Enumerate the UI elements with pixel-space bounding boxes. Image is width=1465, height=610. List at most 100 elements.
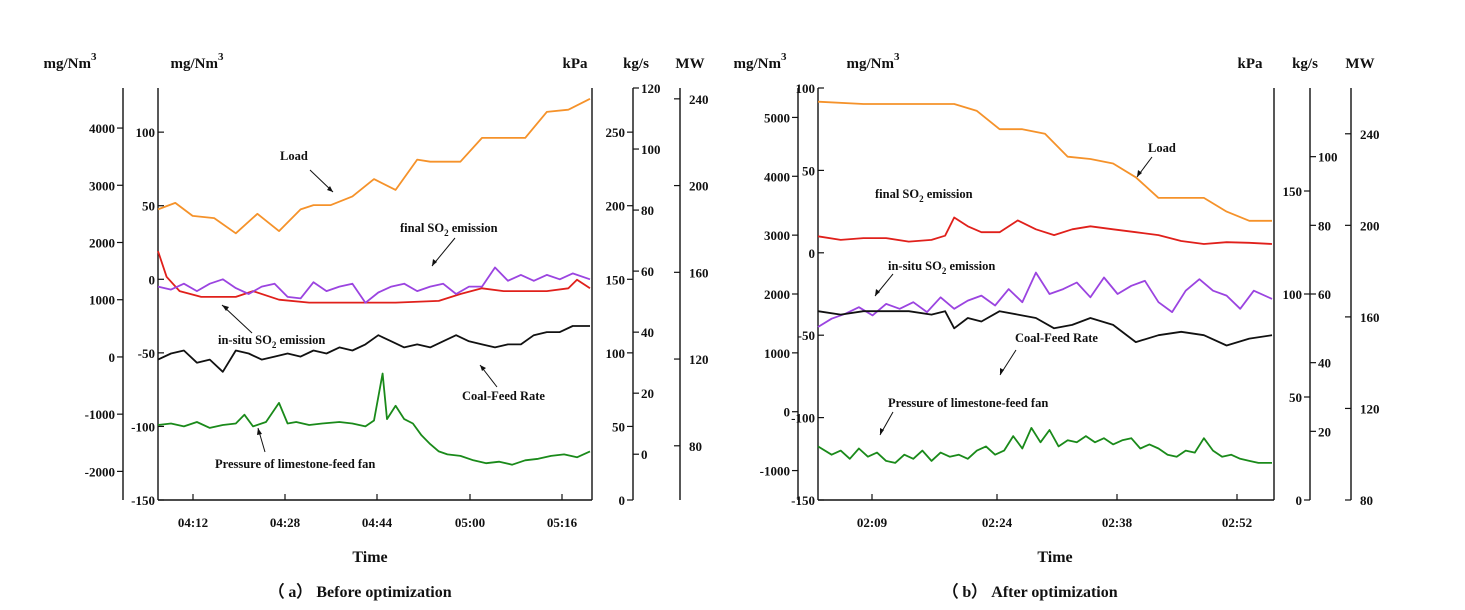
y-tick-label-a4: 0	[641, 447, 648, 462]
panel-a-annotations: Load final SO2 emission in-situ SO2 emis…	[215, 149, 545, 471]
label-coal-feed: Coal-Feed Rate	[462, 389, 545, 403]
y-tick-label-b3: 100	[1283, 287, 1303, 302]
y-tick-label-b5: 240	[1360, 127, 1380, 142]
y-tick-label-a4: 20	[641, 386, 654, 401]
label-final-so2: final SO2 emission	[400, 221, 498, 238]
arrowhead-insitu-so2	[222, 305, 229, 311]
y-tick-label-a2: 50	[142, 199, 155, 214]
y-axis-unit-b5: MW	[1345, 56, 1374, 72]
y-tick-label-b1: 0	[784, 405, 791, 420]
series-line-limestone-fan	[817, 426, 1272, 464]
panel-a-caption: （ a） Before optimization	[268, 583, 451, 601]
y-tick-label-a1: -2000	[85, 464, 115, 479]
label-insitu-so2: in-situ SO2 emission	[888, 259, 995, 276]
arrowhead-load	[327, 186, 333, 192]
y-tick-label-b5: 200	[1360, 218, 1380, 233]
y-tick-label-b2: -50	[798, 328, 815, 343]
y-tick-label-b5: 120	[1360, 401, 1380, 416]
y-tick-label-b1: -1000	[760, 464, 790, 479]
y-tick-label-b4: 40	[1318, 356, 1331, 371]
series-line-load	[817, 100, 1272, 222]
series-line-insitu-so2	[817, 271, 1273, 328]
y-tick-label-a4: 80	[641, 203, 654, 218]
label-load: Load	[280, 149, 308, 163]
y-axis-unit-a2: mg/Nm3	[171, 51, 225, 72]
y-tick-label-a3: 50	[612, 419, 625, 434]
y-tick-label-a5: 240	[689, 92, 709, 107]
y-tick-label-b4: 60	[1318, 287, 1331, 302]
label-coal-feed: Coal-Feed Rate	[1015, 331, 1098, 345]
x-tick-label: 02:52	[1222, 515, 1252, 530]
label-insitu-so2: in-situ SO2 emission	[218, 333, 325, 350]
y-tick-label-a5: 120	[689, 352, 709, 367]
x-tick-label: 05:16	[547, 515, 578, 530]
y-tick-label-a3: 150	[606, 272, 626, 287]
arrowhead-limestone-fan	[257, 428, 262, 435]
y-tick-label-b4: 80	[1318, 218, 1331, 233]
arrowhead-insitu-so2	[875, 289, 880, 296]
arrowhead-coal-feed	[1000, 368, 1004, 375]
y-tick-label-a2: 0	[149, 272, 156, 287]
y-tick-label-b3: 50	[1289, 390, 1302, 405]
y-tick-label-b2: 0	[809, 246, 816, 261]
series-line-insitu-so2	[157, 266, 591, 304]
x-tick-label: 04:12	[178, 515, 208, 530]
y-tick-label-a1: 4000	[89, 121, 115, 136]
panel-b-caption: （ b） After optimization	[942, 583, 1117, 601]
series-line-limestone-fan	[157, 372, 591, 466]
y-tick-label-b2: -150	[791, 493, 815, 508]
y-tick-label-b2: 100	[796, 81, 816, 96]
x-tick-label: 02:24	[982, 515, 1013, 530]
y-tick-label-a2: -50	[138, 346, 155, 361]
panel-b-annotations: Load final SO2 emission in-situ SO2 emis…	[874, 141, 1176, 436]
panel-b-after-optimization: 02:09 02:24 02:38 02:52-1000010002000300040…	[734, 51, 1380, 601]
series-line-coal-feed	[157, 325, 590, 373]
x-tick-label: 04:28	[270, 515, 301, 530]
y-tick-label-b1: 4000	[764, 169, 790, 184]
y-tick-label-a5: 160	[689, 265, 709, 280]
y-tick-label-a1: -1000	[85, 407, 115, 422]
y-axis-unit-b4: kg/s	[1292, 56, 1318, 72]
label-limestone-fan: Pressure of limestone-feed fan	[888, 396, 1048, 410]
y-tick-label-a4: 40	[641, 325, 654, 340]
y-tick-label-b2: -100	[791, 411, 815, 426]
panel-b-xlabel: Time	[1037, 549, 1072, 566]
y-tick-label-b5: 80	[1360, 493, 1373, 508]
arrowhead-load	[1137, 170, 1142, 177]
series-line-load	[157, 97, 591, 235]
label-load: Load	[1148, 141, 1176, 155]
y-tick-label-b1: 5000	[764, 110, 790, 125]
y-tick-label-a4: 120	[641, 81, 661, 96]
y-axis-unit-a1: mg/Nm3	[44, 51, 98, 72]
arrowhead-final-so2	[432, 259, 437, 266]
x-tick-label: 02:38	[1102, 515, 1133, 530]
arrowhead-limestone-fan	[880, 428, 884, 435]
y-tick-label-a3: 100	[606, 346, 626, 361]
panel-a-before-optimization: 04:12 04:28 04:44 05:00 05:16-2000-100001000…	[44, 51, 709, 601]
y-axis-unit-a3: kPa	[562, 56, 588, 72]
y-axis-unit-a5: MW	[675, 56, 704, 72]
y-axis-unit-b1: mg/Nm3	[734, 51, 788, 72]
label-limestone-fan: Pressure of limestone-feed fan	[215, 457, 375, 471]
y-tick-label-a1: 3000	[89, 178, 115, 193]
y-tick-label-a5: 80	[689, 439, 702, 454]
y-tick-label-b2: 50	[802, 163, 815, 178]
x-tick-label: 04:44	[362, 515, 393, 530]
y-axis-unit-a4: kg/s	[623, 56, 649, 72]
y-tick-label-a1: 0	[109, 350, 116, 365]
label-final-so2: final SO2 emission	[875, 187, 973, 204]
y-tick-label-a1: 1000	[89, 293, 115, 308]
y-tick-label-b4: 100	[1318, 150, 1338, 165]
y-tick-label-a1: 2000	[89, 236, 115, 251]
y-axis-unit-b2: mg/Nm3	[847, 51, 901, 72]
arrowhead-coal-feed	[480, 365, 486, 371]
y-tick-label-b3: 150	[1283, 184, 1303, 199]
y-tick-label-a3: 250	[606, 125, 626, 140]
y-tick-label-a4: 100	[641, 142, 661, 157]
x-tick-label: 05:00	[455, 515, 485, 530]
y-tick-label-b1: 3000	[764, 228, 790, 243]
y-tick-label-a3: 0	[619, 493, 626, 508]
y-tick-label-a2: 100	[136, 125, 156, 140]
x-tick-label: 02:09	[857, 515, 888, 530]
panel-a-xlabel: Time	[352, 549, 387, 566]
